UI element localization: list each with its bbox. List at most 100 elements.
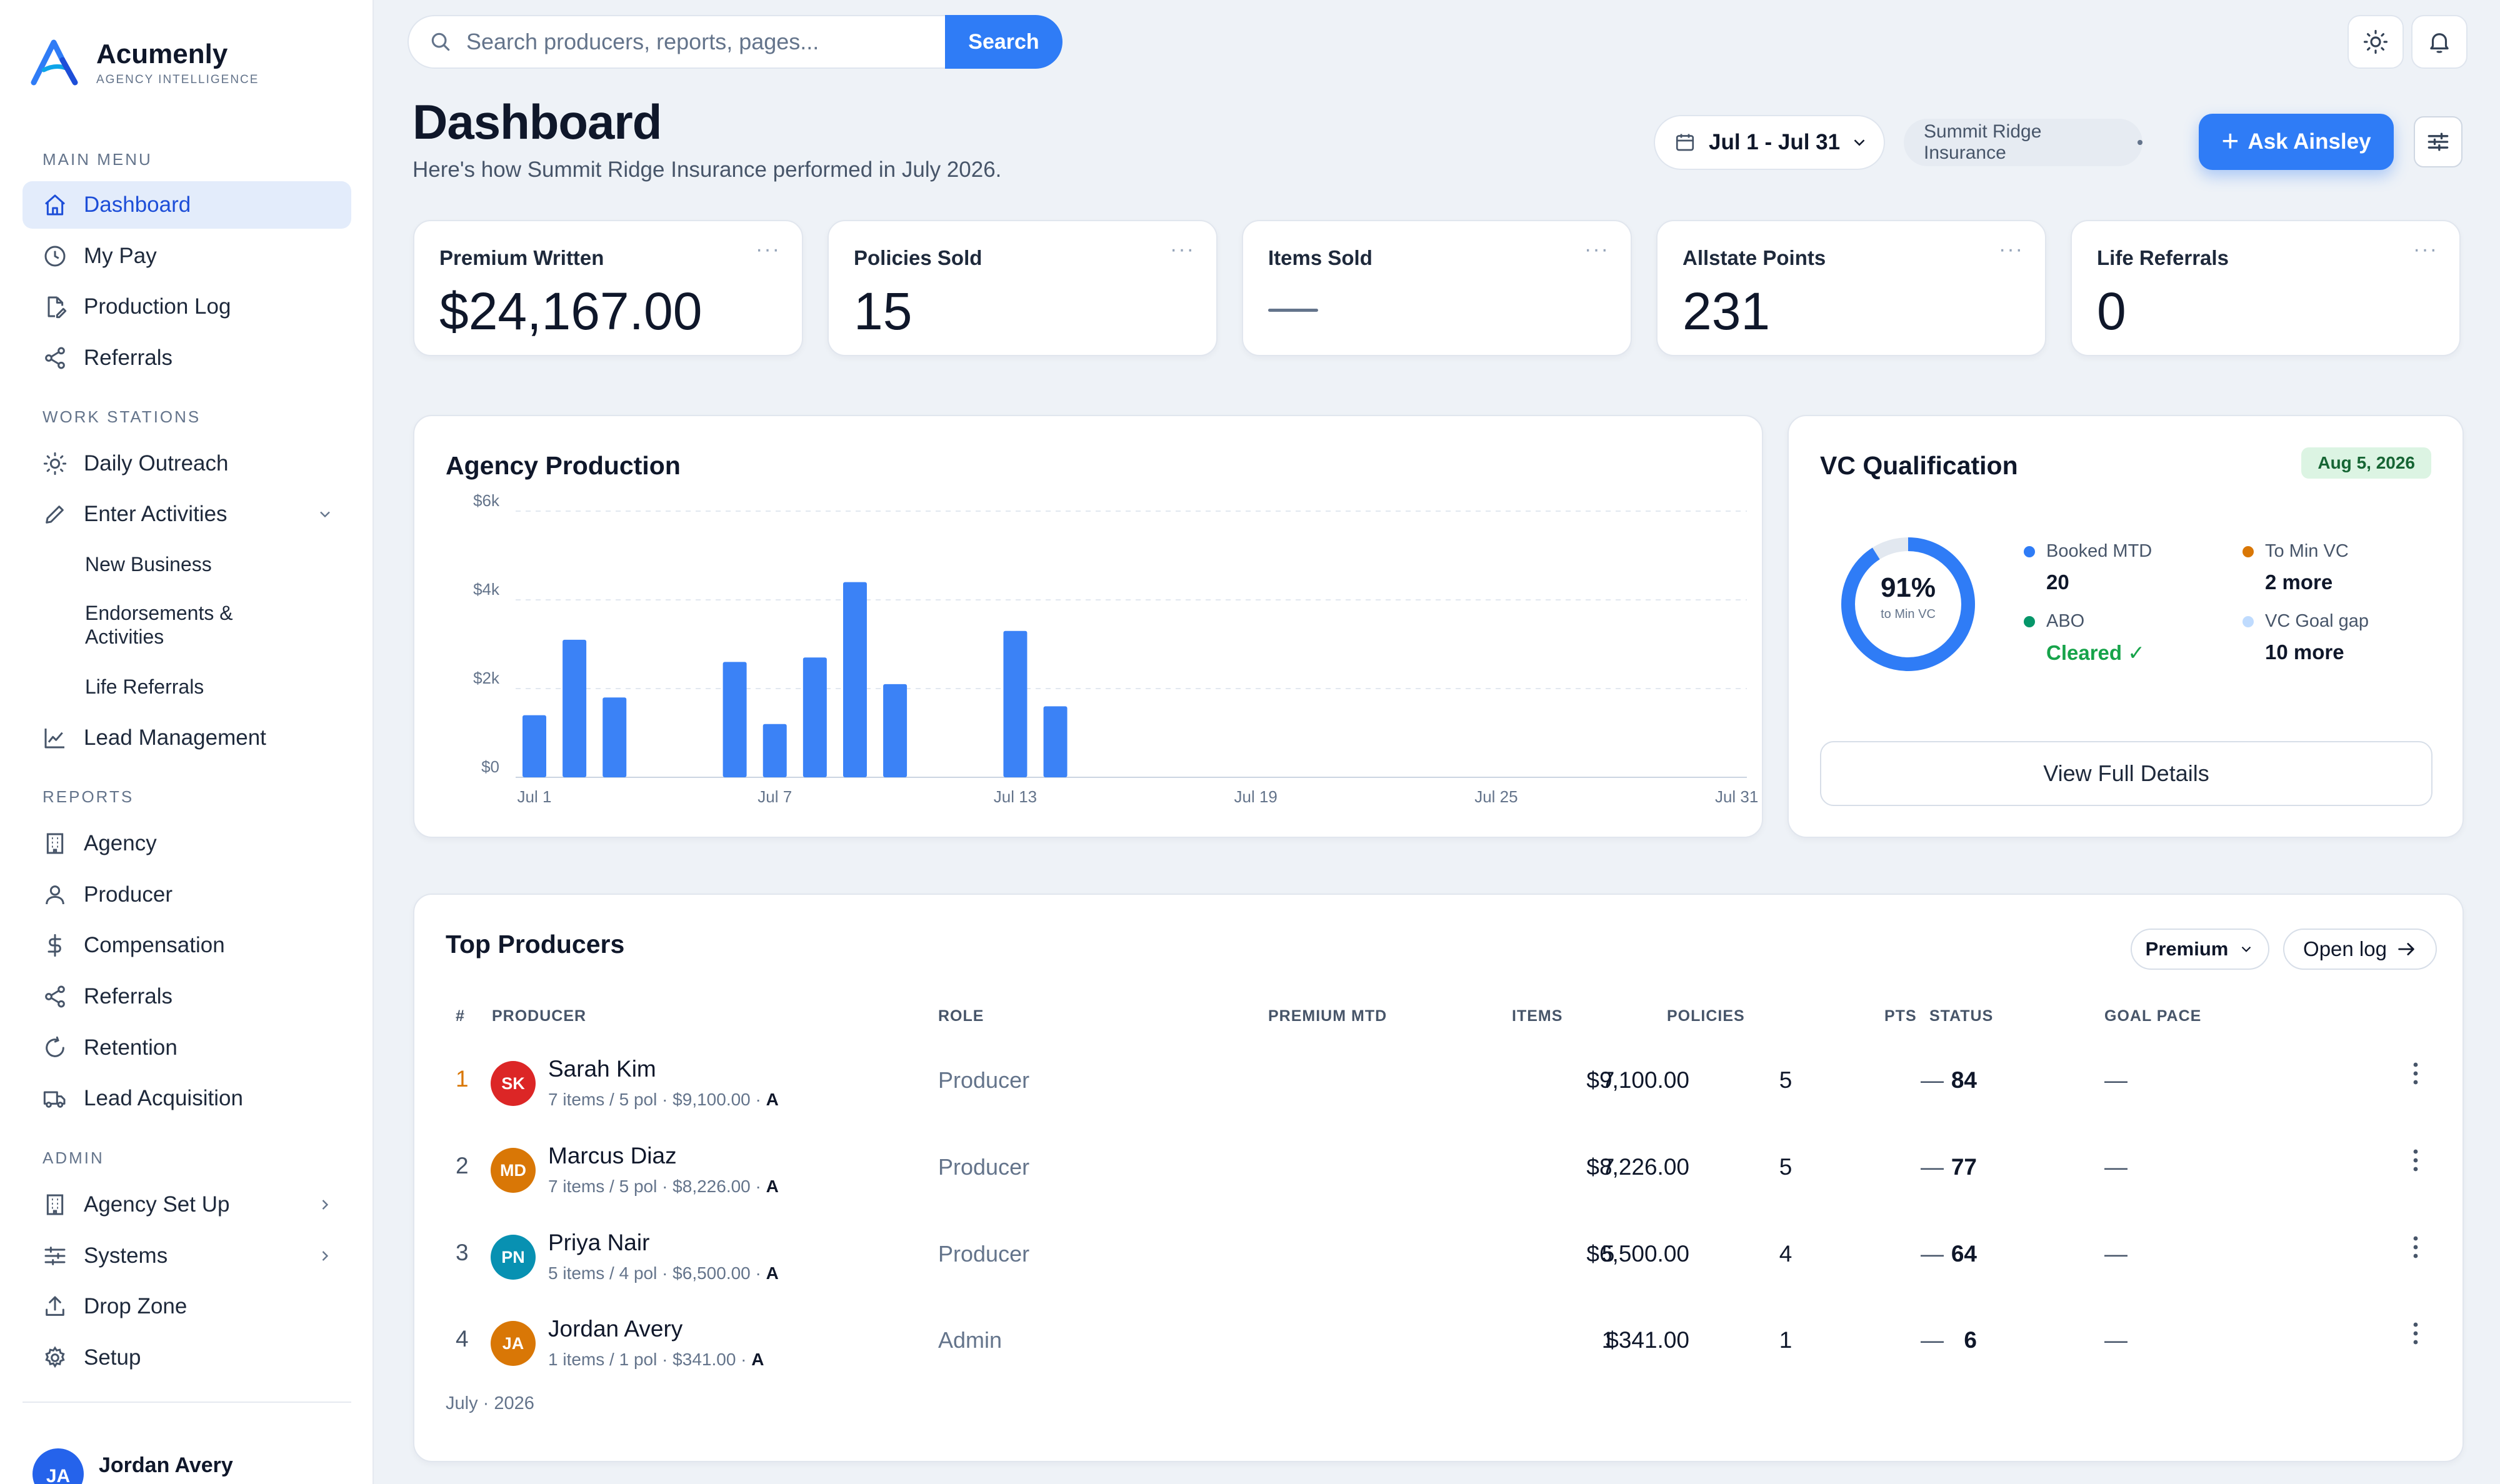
brand-name: Acumenly — [96, 39, 228, 69]
sidebar-item-compensation[interactable]: Compensation — [22, 922, 351, 969]
sidebar-item-label: Setup — [84, 1345, 141, 1370]
producer-name[interactable]: Marcus Diaz — [548, 1143, 677, 1168]
col-header-premium[interactable]: PREMIUM MTD — [1268, 1007, 1388, 1025]
producer-policies: 5 — [1779, 1067, 1792, 1093]
kpi-label: Items Sold — [1268, 246, 1372, 269]
building-icon — [30, 1192, 80, 1217]
row-more-icon[interactable] — [2409, 1228, 2422, 1266]
col-header-policies[interactable]: POLICIES — [1667, 1007, 1745, 1025]
bar-jul-1[interactable] — [522, 715, 546, 777]
sort-by-select[interactable]: Premium — [2131, 929, 2269, 970]
producer-goal-pace: — — [2104, 1154, 2128, 1180]
producer-premium: $341.00 — [1606, 1327, 1689, 1353]
col-header-status[interactable]: STATUS — [1929, 1007, 1994, 1025]
col-header-items[interactable]: ITEMS — [1512, 1007, 1563, 1025]
producer-status: — — [1921, 1154, 1944, 1180]
ask-ainsley-button[interactable]: + Ask Ainsley — [2199, 114, 2394, 170]
date-range-picker[interactable]: Jul 1 - Jul 31 — [1654, 115, 1885, 170]
bar-jul-7[interactable] — [762, 724, 787, 777]
agency-selector[interactable]: Summit Ridge Insurance — [1904, 119, 2142, 166]
sidebar-divider — [22, 1402, 351, 1403]
bar-jul-2[interactable] — [562, 639, 587, 777]
bar-jul-13[interactable] — [1003, 630, 1028, 777]
row-rank: 4 — [456, 1326, 469, 1352]
sidebar-item-producer[interactable]: Producer — [22, 871, 351, 919]
producer-items: 5 — [1601, 1241, 1615, 1267]
bar-jul-9[interactable] — [842, 582, 867, 777]
home-icon — [30, 192, 80, 217]
sidebar-item-daily-outreach[interactable]: Daily Outreach — [22, 440, 351, 487]
table-row[interactable]: 1 SK Sarah Kim 7 items / 5 pol · $9,100.00 … — [414, 1040, 2466, 1127]
producer-premium: $9,100.00 — [1586, 1067, 1689, 1093]
producer-grade-badge: A — [766, 1177, 779, 1196]
legend-value: 10 more — [2265, 640, 2344, 664]
table-row[interactable]: 2 MD Marcus Diaz 7 items / 5 pol · $8,226.0… — [414, 1127, 2466, 1214]
sidebar-item-lead-acquisition[interactable]: Lead Acquisition — [22, 1075, 351, 1122]
search-input[interactable] — [466, 29, 929, 55]
sidebar-item-my-pay[interactable]: My Pay — [22, 232, 351, 280]
bar-jul-6[interactable] — [722, 662, 747, 777]
row-more-icon[interactable] — [2409, 1142, 2422, 1179]
more-icon[interactable]: ··· — [1170, 237, 1195, 261]
bar-jul-8[interactable] — [802, 657, 827, 777]
sidebar-item-setup[interactable]: Setup — [22, 1334, 351, 1382]
sidebar-item-agency-set-up[interactable]: Agency Set Up — [22, 1181, 351, 1228]
sidebar-item-enter-activities[interactable]: Enter Activities — [22, 491, 351, 538]
calendar-icon — [1676, 134, 1694, 151]
x-tick-label: Jul 19 — [1234, 787, 1277, 806]
sidebar-item-dashboard[interactable]: Dashboard — [22, 181, 351, 229]
sidebar-subitem-new-business[interactable]: New Business — [85, 553, 212, 575]
more-icon[interactable]: ··· — [1999, 237, 2024, 261]
vc-title: VC Qualification — [1820, 451, 2018, 480]
chevron-down-icon — [1854, 139, 1865, 146]
sidebar-item-referrals-report[interactable]: Referrals — [22, 973, 351, 1020]
more-icon[interactable]: ··· — [756, 237, 781, 261]
sidebar-item-label: Dashboard — [84, 192, 191, 217]
sidebar-item-production-log[interactable]: Production Log — [22, 283, 351, 331]
col-header-role[interactable]: ROLE — [938, 1007, 984, 1025]
legend-label: VC Goal gap — [2265, 611, 2369, 631]
sidebar-item-label: Agency Set Up — [84, 1192, 230, 1217]
bar-jul-14[interactable] — [1043, 706, 1068, 777]
col-header-goal-pace[interactable]: GOAL PACE — [2104, 1007, 2202, 1025]
sidebar-item-systems[interactable]: Systems — [22, 1232, 351, 1280]
sidebar-item-lead-management[interactable]: Lead Management — [22, 714, 351, 762]
col-header-pts[interactable]: PTS — [1884, 1007, 1917, 1025]
theme-toggle-button[interactable] — [2348, 15, 2404, 69]
producer-items: 1 — [1601, 1327, 1615, 1353]
sidebar-item-drop-zone[interactable]: Drop Zone — [22, 1283, 351, 1330]
search-button[interactable]: Search — [945, 15, 1062, 69]
sidebar-item-agency[interactable]: Agency — [22, 820, 351, 867]
producer-points: 6 — [1964, 1327, 1977, 1353]
producer-meta-text: 7 items / 5 pol · $8,226.00 · — [548, 1177, 766, 1196]
producer-name[interactable]: Jordan Avery — [548, 1316, 683, 1342]
notifications-button[interactable] — [2411, 15, 2468, 69]
sliders-icon — [30, 1243, 80, 1268]
sidebar-item-referrals[interactable]: Referrals — [22, 334, 351, 382]
user-name[interactable]: Jordan Avery — [99, 1453, 233, 1477]
avatar: MD — [491, 1148, 536, 1193]
open-log-button[interactable]: Open log — [2283, 929, 2437, 970]
bar-jul-3[interactable] — [602, 697, 627, 777]
row-more-icon[interactable] — [2409, 1315, 2422, 1352]
kpi-life-referrals: Life Referrals ··· 0 — [2071, 220, 2461, 356]
legend-dot — [2242, 615, 2254, 627]
producer-name[interactable]: Sarah Kim — [548, 1056, 656, 1082]
brand-logo[interactable]: Acumenly AGENCY INTELLIGENCE — [29, 36, 259, 90]
sidebar-subitem-life-referrals[interactable]: Life Referrals — [85, 675, 204, 698]
sidebar-subitem-endorsements[interactable]: Endorsements & Activities — [85, 601, 233, 649]
producer-grade-badge: A — [766, 1263, 779, 1283]
sidebar-item-retention[interactable]: Retention — [22, 1024, 351, 1072]
more-icon[interactable]: ··· — [1584, 237, 1609, 261]
view-full-details-button[interactable]: View Full Details — [1820, 741, 2432, 806]
avatar[interactable]: JA — [32, 1448, 84, 1484]
more-icon[interactable]: ··· — [2413, 237, 2438, 261]
producer-name[interactable]: Priya Nair — [548, 1230, 650, 1255]
table-row[interactable]: 4 JA Jordan Avery 1 items / 1 pol · $341.00… — [414, 1300, 2466, 1387]
vc-percent: 91% — [1880, 572, 1936, 603]
bar-jul-10[interactable] — [883, 684, 908, 777]
row-more-icon[interactable] — [2409, 1055, 2422, 1092]
filter-settings-button[interactable] — [2414, 116, 2462, 167]
col-header-producer[interactable]: PRODUCER — [492, 1007, 587, 1025]
table-row[interactable]: 3 PN Priya Nair 5 items / 4 pol · $6,500.00… — [414, 1213, 2466, 1301]
